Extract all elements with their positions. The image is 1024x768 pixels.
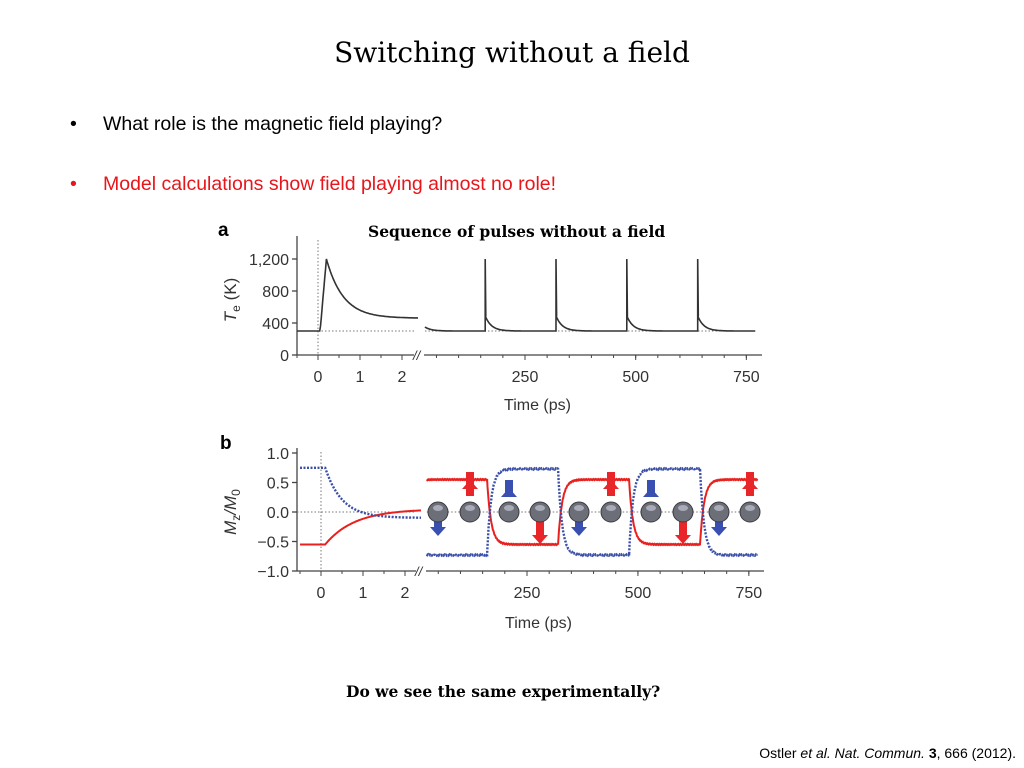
x-tick-label: 2 xyxy=(398,369,407,386)
y-tick-label: 800 xyxy=(262,284,289,301)
y-label-main: M xyxy=(221,520,240,535)
x-tick-label: 250 xyxy=(512,369,539,386)
spin-arrow-shaft-red xyxy=(536,512,544,536)
spin-arrow-head-blue xyxy=(711,527,727,536)
bullet-text: Model calculations show field playing al… xyxy=(103,173,557,195)
axis-break-mark: // xyxy=(412,348,422,363)
atom-sphere xyxy=(498,501,520,523)
y-label-main: T xyxy=(221,310,240,322)
bullet-marker: • xyxy=(70,173,77,195)
atom-highlight xyxy=(678,505,688,511)
y-tick-label: 0.5 xyxy=(267,476,289,493)
atom-highlight xyxy=(646,505,656,511)
y-tick-label: 0.0 xyxy=(267,505,289,522)
atom-highlight xyxy=(433,505,443,511)
x-tick-label: 750 xyxy=(733,369,760,386)
x-tick-label: 500 xyxy=(625,585,652,602)
spin-arrow-head-blue xyxy=(501,488,517,497)
x-tick-label: 1 xyxy=(356,369,365,386)
atom-highlight xyxy=(574,505,584,511)
y-axis-label: Te (K) xyxy=(221,278,243,322)
y-label-mid: /M xyxy=(221,495,240,516)
series-line-blue-left xyxy=(300,466,421,519)
atom-highlight xyxy=(714,505,724,511)
spin-arrow-head-red xyxy=(675,535,691,544)
spin-arrow-shaft-red xyxy=(679,512,687,536)
y-label-sub: z xyxy=(229,515,243,521)
x-tick-label: 750 xyxy=(735,585,762,602)
slide-title: Switching without a field xyxy=(334,36,690,69)
y-label-unit: (K) xyxy=(221,278,240,305)
atom-sphere xyxy=(427,501,449,523)
citation-rest: , 666 (2012). xyxy=(936,745,1016,761)
y-tick-label: −1.0 xyxy=(257,564,289,581)
atom-sphere xyxy=(529,501,551,523)
panel-label: a xyxy=(218,220,229,241)
spin-arrow-head-red xyxy=(742,480,758,489)
citation-journal: Nat. Commun. xyxy=(830,745,925,761)
x-tick-label: 250 xyxy=(514,585,541,602)
atom-sphere xyxy=(568,501,590,523)
x-tick-label: 1 xyxy=(359,585,368,602)
spin-arrow-head-red xyxy=(603,480,619,489)
citation-author: Ostler xyxy=(759,745,801,761)
atom-sphere xyxy=(600,501,622,523)
panel-label: b xyxy=(220,433,232,454)
y-label-sub: 0 xyxy=(229,489,243,496)
atom-highlight xyxy=(745,505,755,511)
spin-arrow-head-red xyxy=(532,535,548,544)
atom-sphere xyxy=(708,501,730,523)
atom-sphere xyxy=(672,501,694,523)
x-tick-label: 2 xyxy=(401,585,410,602)
spin-arrow-head-red xyxy=(462,480,478,489)
atom-highlight xyxy=(535,505,545,511)
x-axis-label: Time (ps) xyxy=(504,397,571,414)
series-line-blue-right xyxy=(425,466,759,558)
axis-break-mark: // xyxy=(414,564,424,579)
atom-highlight xyxy=(465,505,475,511)
spin-arrow-head-blue xyxy=(430,527,446,536)
bullet-marker: • xyxy=(70,113,77,135)
series-line-te-right xyxy=(424,258,756,332)
atom-highlight xyxy=(606,505,616,511)
series-line-te-left xyxy=(297,258,418,332)
y-tick-label: 0 xyxy=(280,348,289,365)
spin-arrow-head-blue xyxy=(643,488,659,497)
atom-highlight xyxy=(504,505,514,511)
y-tick-label: 1,200 xyxy=(249,252,289,269)
citation-etal: et al. xyxy=(800,745,831,761)
citation: Ostler et al. Nat. Commun. 3, 666 (2012)… xyxy=(759,745,1016,761)
y-tick-label: −0.5 xyxy=(257,535,289,552)
question-text: Do we see the same experimentally? xyxy=(346,682,661,701)
x-axis-label: Time (ps) xyxy=(505,615,572,632)
x-tick-label: 0 xyxy=(317,585,326,602)
series-line-red-left xyxy=(300,509,422,546)
y-label-sub: e xyxy=(229,305,243,312)
bullet-text: What role is the magnetic field playing? xyxy=(103,113,443,135)
y-tick-label: 400 xyxy=(262,316,289,333)
figure-caption: Sequence of pulses without a field xyxy=(368,222,666,241)
x-tick-label: 500 xyxy=(622,369,649,386)
atom-sphere xyxy=(640,501,662,523)
atom-sphere xyxy=(459,501,481,523)
y-axis-label: Mz/M0 xyxy=(221,489,243,535)
atom-sphere xyxy=(739,501,761,523)
x-tick-label: 0 xyxy=(314,369,323,386)
citation-volume: 3 xyxy=(928,745,937,761)
y-tick-label: 1.0 xyxy=(267,446,289,463)
spin-arrow-head-blue xyxy=(571,527,587,536)
